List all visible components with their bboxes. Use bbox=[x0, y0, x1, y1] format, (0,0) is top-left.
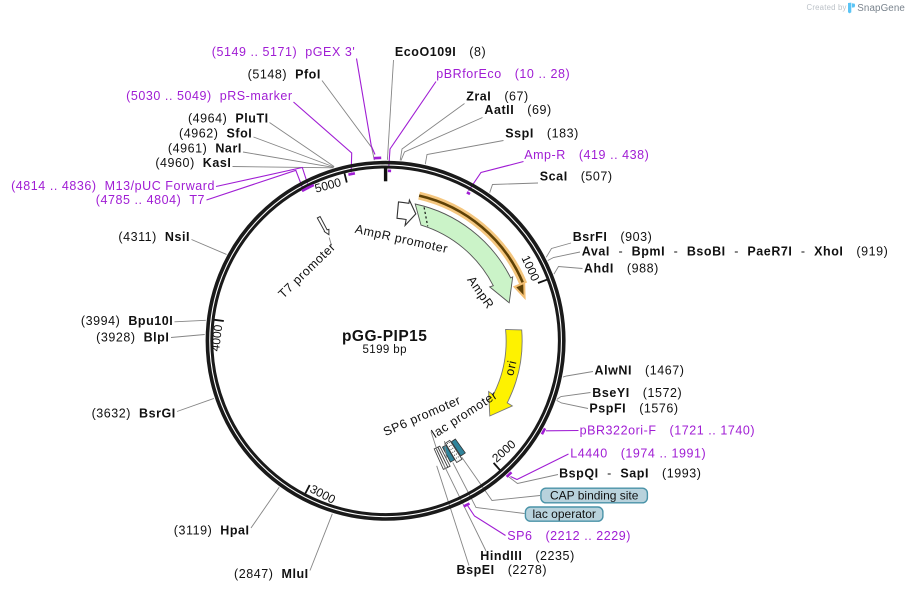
svg-text:(3632)BsrGI: (3632) BsrGI bbox=[92, 407, 176, 421]
svg-text:(2847)MluI: (2847) MluI bbox=[234, 567, 309, 581]
svg-text:(4311)NsiI: (4311) NsiI bbox=[118, 230, 190, 244]
svg-text:(3928)BlpI: (3928) BlpI bbox=[96, 330, 169, 344]
svg-text:CAP binding site: CAP binding site bbox=[550, 489, 639, 503]
svg-text:BspQI-SapI(1993): BspQI - SapI (1993) bbox=[559, 467, 701, 481]
svg-text:4000: 4000 bbox=[208, 324, 225, 353]
svg-text:Amp-R(419 .. 438): Amp-R (419 .. 438) bbox=[524, 148, 649, 162]
svg-text:pBRforEco(10 .. 28): pBRforEco (10 .. 28) bbox=[436, 67, 570, 81]
svg-text:pBR322ori-F(1721 .. 1740): pBR322ori-F (1721 .. 1740) bbox=[580, 424, 755, 438]
svg-text:AvaI-BpmI-BsoBI-PaeR7I-XhoI(91: AvaI - BpmI - BsoBI - PaeR7I - XhoI (919) bbox=[582, 244, 889, 258]
svg-text:5000: 5000 bbox=[313, 175, 343, 196]
svg-text:(5030 .. 5049)pRS-marker: (5030 .. 5049) pRS-marker bbox=[126, 89, 292, 103]
svg-text:BsrFI(903): BsrFI (903) bbox=[573, 230, 653, 244]
svg-text:AhdI(988): AhdI (988) bbox=[584, 261, 659, 275]
svg-text:BseYI(1572): BseYI (1572) bbox=[592, 386, 682, 400]
svg-text:HindIII(2235): HindIII (2235) bbox=[480, 549, 574, 563]
svg-text:(4960)KasI: (4960) KasI bbox=[155, 156, 231, 170]
svg-text:ori: ori bbox=[502, 359, 519, 377]
svg-text:SnapGene: SnapGene bbox=[857, 3, 905, 14]
svg-text:(4814 .. 4836)M13/pUC Forward: (4814 .. 4836) M13/pUC Forward bbox=[11, 179, 215, 193]
svg-text:(4962)SfoI: (4962) SfoI bbox=[179, 126, 252, 140]
svg-text:Created by: Created by bbox=[807, 3, 847, 12]
svg-text:AatII(69): AatII (69) bbox=[484, 103, 551, 117]
svg-text:(4964)PluTI: (4964) PluTI bbox=[188, 111, 269, 125]
svg-text:EcoO109I(8): EcoO109I (8) bbox=[395, 45, 486, 59]
svg-text:SspI(183): SspI (183) bbox=[505, 126, 579, 140]
svg-text:(4785 .. 4804)T7: (4785 .. 4804) T7 bbox=[96, 193, 205, 207]
svg-text:(3994)Bpu10I: (3994) Bpu10I bbox=[81, 314, 173, 328]
svg-text:(3119)HpaI: (3119) HpaI bbox=[174, 524, 250, 538]
svg-text:SP6(2212 .. 2229): SP6 (2212 .. 2229) bbox=[507, 529, 631, 543]
svg-text:L4440(1974 .. 1991): L4440 (1974 .. 1991) bbox=[570, 447, 706, 461]
svg-text:BspEI(2278): BspEI (2278) bbox=[457, 563, 548, 577]
svg-text:ZraI(67): ZraI (67) bbox=[466, 89, 529, 103]
svg-text:PspFI(1576): PspFI (1576) bbox=[589, 402, 678, 416]
svg-text:(5148)PfoI: (5148) PfoI bbox=[248, 67, 321, 81]
svg-text:(4961)NarI: (4961) NarI bbox=[168, 141, 242, 155]
svg-text:AlwNI(1467): AlwNI (1467) bbox=[595, 363, 685, 377]
svg-text:(5149 .. 5171)pGEX 3': (5149 .. 5171) pGEX 3' bbox=[212, 45, 356, 59]
svg-text:pGG-PIP15: pGG-PIP15 bbox=[342, 328, 427, 345]
svg-text:5199 bp: 5199 bp bbox=[363, 344, 407, 356]
svg-text:lac operator: lac operator bbox=[533, 507, 596, 521]
svg-text:ScaI(507): ScaI (507) bbox=[540, 170, 613, 184]
